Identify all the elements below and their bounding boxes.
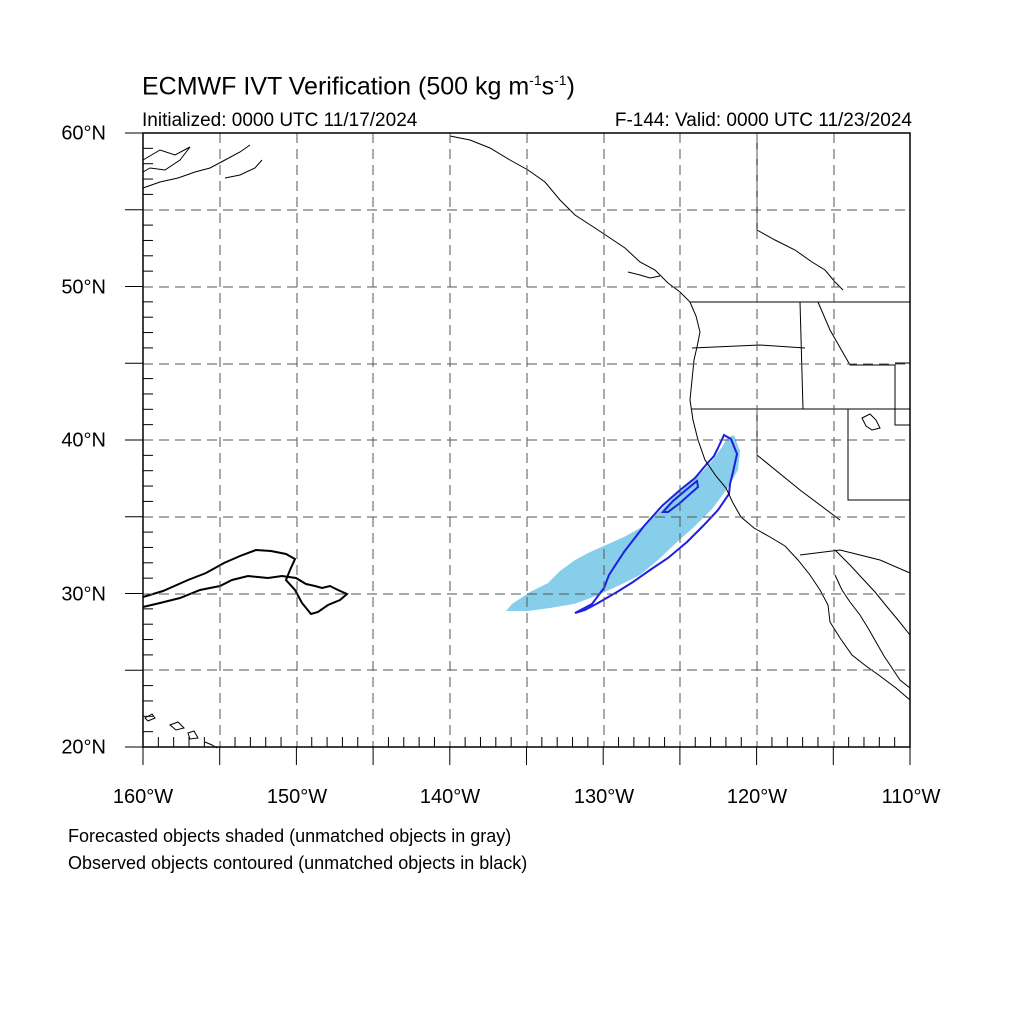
lon-label-150w: 150°W	[266, 786, 328, 808]
lat-label-50n: 50°N	[61, 276, 106, 299]
note-forecast: Forecasted objects shaded (unmatched obj…	[68, 826, 512, 846]
lon-label-110w: 110°W	[881, 786, 941, 808]
observed-object-unmatched-contour	[142, 548, 349, 616]
observed-object-contour	[574, 433, 739, 614]
lon-label-120w: 120°W	[726, 786, 788, 808]
note-observed: Observed objects contoured (unmatched ob…	[68, 853, 528, 873]
observed-object-contour-inner	[660, 479, 700, 513]
lon-label-130w: 130°W	[573, 786, 635, 808]
map-grid	[143, 133, 910, 747]
lat-label-60n: 60°N	[61, 122, 106, 145]
initialized-time: Initialized: 0000 UTC 11/17/2024	[142, 110, 418, 131]
coastlines	[142, 135, 911, 749]
valid-time: F-144: Valid: 0000 UTC 11/23/2024	[614, 110, 912, 131]
lat-label-20n: 20°N	[61, 736, 106, 759]
political-borders	[690, 134, 911, 574]
lat-label-30n: 30°N	[61, 583, 106, 606]
lon-label-140w: 140°W	[419, 786, 481, 808]
lat-label-40n: 40°N	[61, 429, 106, 452]
lon-label-160w: 160°W	[112, 786, 174, 808]
tick-marks	[125, 132, 911, 765]
map-title: ECMWF IVT Verification (500 kg m-1s-1)	[142, 72, 575, 101]
forecast-object-shaded	[506, 435, 740, 611]
